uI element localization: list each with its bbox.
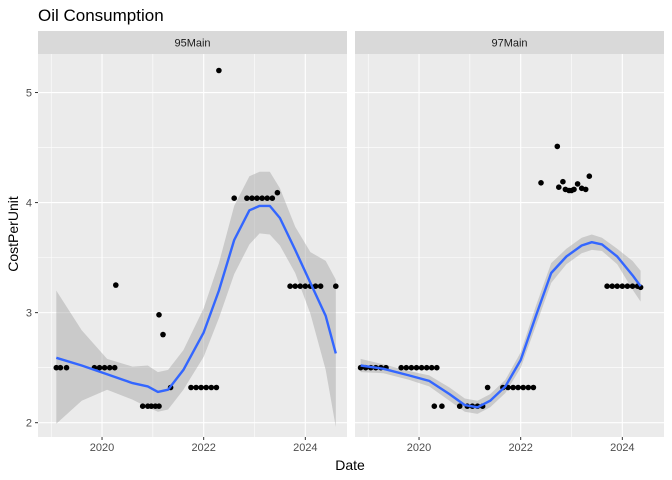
x-tick-label: 2022 (191, 442, 215, 454)
data-point (244, 195, 250, 201)
data-point (101, 364, 108, 371)
data-point (525, 384, 532, 391)
x-tick-label: 2024 (610, 442, 634, 454)
panel-background (355, 54, 664, 437)
y-axis-title: CostPerUnit (5, 196, 21, 272)
data-point (538, 180, 544, 186)
smooth-line (55, 204, 337, 394)
data-point (57, 364, 64, 371)
data-point (333, 283, 339, 290)
data-point (609, 283, 615, 290)
data-point (629, 283, 636, 290)
y-tick-label: 4 (26, 198, 32, 210)
data-point (428, 364, 435, 371)
facet-strip-label: 97Main (491, 38, 527, 50)
data-point (63, 364, 70, 371)
data-point (198, 384, 204, 391)
data-point (456, 403, 463, 410)
data-point (292, 283, 299, 290)
data-point (160, 331, 166, 338)
data-point (312, 283, 319, 290)
data-point (413, 364, 420, 371)
data-point (574, 181, 581, 187)
chart-title: Oil Consumption (38, 6, 164, 25)
data-point (408, 364, 415, 371)
data-point (139, 403, 146, 410)
data-point (264, 195, 271, 201)
data-point (216, 67, 222, 74)
data-point (604, 283, 610, 290)
data-point (403, 364, 410, 371)
data-point (484, 384, 491, 391)
data-point (510, 384, 516, 391)
data-point (156, 312, 162, 318)
data-point (297, 283, 304, 290)
data-point (113, 282, 119, 288)
data-point (317, 283, 324, 290)
data-point (520, 384, 526, 391)
data-point (556, 184, 562, 190)
data-point (439, 403, 445, 410)
data-point (434, 364, 440, 371)
data-point (156, 403, 162, 410)
facet-strip (355, 31, 664, 54)
data-point (259, 195, 265, 201)
data-point (254, 195, 260, 201)
smooth-line (360, 241, 642, 409)
data-point (96, 364, 103, 371)
data-point (431, 403, 438, 410)
data-point (274, 189, 281, 196)
data-point (515, 384, 521, 391)
data-point (582, 186, 589, 193)
data-point (398, 364, 405, 371)
data-point (560, 178, 566, 185)
data-point (148, 403, 155, 410)
data-point (188, 384, 194, 391)
data-point (208, 384, 215, 391)
facet-strip-label: 95Main (174, 38, 210, 50)
data-point (106, 364, 113, 371)
data-point (571, 186, 577, 193)
data-point (287, 283, 293, 290)
data-point (302, 283, 309, 290)
x-tick-label: 2020 (90, 442, 114, 454)
data-point (418, 364, 425, 371)
facet-panels: 95Main 2020 2022 2024 2 3 4 5 97Main 2020 2022 2024 (26, 31, 664, 454)
facet-strip (38, 31, 347, 54)
facet-panel-95Main: 95Main 2020 2022 2024 2 3 4 5 (26, 31, 347, 454)
x-tick-label: 2024 (293, 442, 317, 454)
data-point (193, 384, 199, 391)
data-point (530, 384, 537, 391)
x-tick-label: 2022 (508, 442, 532, 454)
y-tick-label: 2 (26, 418, 32, 430)
x-axis-title: Date (335, 457, 365, 473)
panel-background (38, 54, 347, 437)
y-tick-label: 5 (26, 88, 32, 100)
data-point (614, 283, 620, 290)
data-point (249, 195, 255, 201)
x-tick-label: 2020 (407, 442, 431, 454)
data-point (111, 364, 118, 371)
data-point (269, 195, 276, 201)
data-point (586, 173, 593, 179)
data-point (423, 364, 430, 371)
data-point (53, 364, 60, 371)
y-tick-label: 3 (26, 308, 32, 320)
data-point (619, 283, 626, 290)
data-point (203, 384, 209, 391)
data-point (231, 195, 237, 201)
data-point (554, 143, 561, 150)
facet-panel-97Main: 97Main 2020 2022 2024 (355, 31, 664, 454)
data-point (213, 384, 220, 391)
data-point (624, 283, 631, 290)
